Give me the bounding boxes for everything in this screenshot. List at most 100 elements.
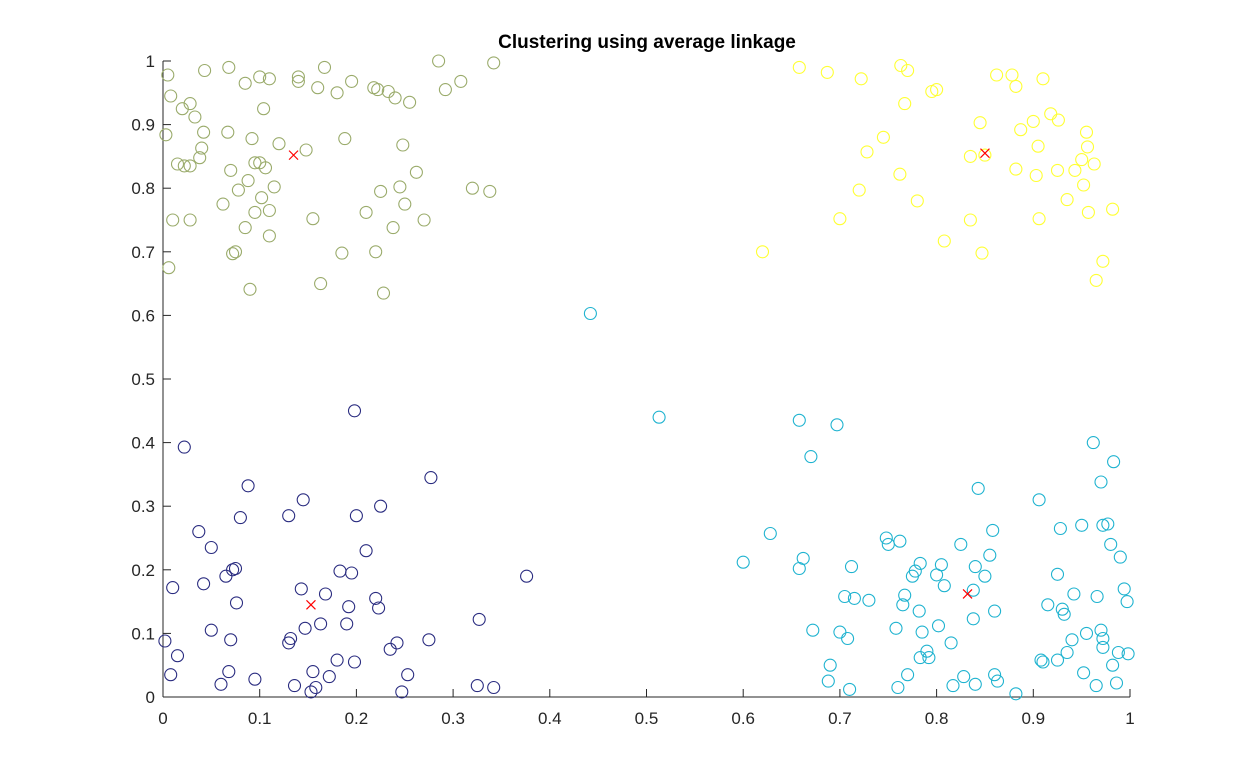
cluster-2-point <box>963 213 977 227</box>
cluster-1-point <box>403 95 417 109</box>
cluster-1-point <box>398 197 412 211</box>
cluster-3-point <box>1050 653 1065 667</box>
cluster-3-point <box>881 537 895 551</box>
cluster-3-point <box>913 556 927 570</box>
cluster-2-point <box>1009 79 1023 93</box>
x-tick-label: 0.4 <box>538 709 562 728</box>
cluster-1-point <box>262 72 276 86</box>
cluster-3-point <box>1075 518 1089 532</box>
cluster-1-point <box>183 159 197 173</box>
cluster-2-point <box>901 63 915 78</box>
cluster-1-point <box>371 83 385 97</box>
cluster-4-point <box>520 569 534 583</box>
cluster-1-point <box>369 245 383 259</box>
cluster-3-point <box>833 625 847 639</box>
cluster-4-point <box>309 680 323 695</box>
cluster-2-point <box>860 145 874 159</box>
cluster-1-point <box>299 143 313 157</box>
cluster-1-point <box>193 151 207 165</box>
cluster-4-point <box>228 561 243 576</box>
cluster-2-point <box>975 246 989 260</box>
x-tick-label: 0.2 <box>345 709 369 728</box>
cluster-2-point <box>820 65 834 79</box>
cluster-4-point <box>164 668 178 682</box>
cluster-2-point <box>755 245 770 259</box>
cluster-4-point <box>395 685 409 699</box>
cluster-2-point <box>1044 107 1058 121</box>
cluster-4-point <box>472 612 486 626</box>
cluster-3-point <box>893 534 907 548</box>
cluster-2-point <box>1081 205 1095 219</box>
cluster-4-point <box>318 587 333 601</box>
cluster-1-point <box>177 159 191 173</box>
centroid-marker <box>962 589 973 599</box>
cluster-4-point <box>374 499 388 513</box>
cluster-4-point <box>214 677 228 691</box>
cluster-4-point <box>233 511 247 525</box>
cluster-1-point <box>386 221 400 235</box>
cluster-3-point <box>957 670 971 684</box>
cluster-3-point <box>1009 687 1023 701</box>
cluster-1-point <box>243 282 257 296</box>
cluster-2-point <box>1096 254 1110 268</box>
cluster-3-point <box>1041 598 1055 612</box>
cluster-1-point <box>487 56 501 70</box>
cluster-3-point <box>1032 493 1046 507</box>
cluster-1-point <box>162 261 176 275</box>
cluster-2-point <box>1089 273 1103 287</box>
centroid-marker <box>980 148 990 159</box>
cluster-3-point <box>954 537 968 551</box>
cluster-4-point <box>322 670 336 684</box>
cluster-3-point <box>844 560 859 574</box>
cluster-3-point <box>1034 653 1048 667</box>
cluster-2-point <box>910 194 924 208</box>
cluster-4-point <box>158 634 172 648</box>
cluster-3-point <box>966 583 980 597</box>
cluster-1-point <box>216 197 230 211</box>
cluster-2-point <box>894 58 908 73</box>
cluster-4-point <box>347 655 362 669</box>
x-axis-ticks: 0 0.1 0.2 0.3 0.4 0.5 0.6 0.7 0.8 0.9 1 <box>158 689 1135 728</box>
y-tick-label: 0.9 <box>131 116 155 135</box>
cluster-2-point <box>1050 163 1065 177</box>
x-tick-label: 0.3 <box>441 709 465 728</box>
cluster-4-point <box>372 601 386 615</box>
x-tick-label: 0 <box>158 709 167 728</box>
cluster-1-point <box>253 70 267 84</box>
cluster-1-point <box>376 286 391 300</box>
cluster-1-point <box>267 180 281 194</box>
cluster-1-point <box>438 83 452 97</box>
cluster-1-point <box>257 102 271 116</box>
cluster-3-point <box>792 413 806 427</box>
cluster-3-point <box>862 593 876 607</box>
cluster-2-point <box>1032 212 1046 226</box>
cluster-4-point <box>330 653 344 667</box>
cluster-2-point <box>1077 178 1091 192</box>
cluster-4-point <box>333 564 347 578</box>
cluster-3-point <box>901 668 915 682</box>
cluster-3-point <box>983 548 997 562</box>
cluster-2-point <box>876 130 890 144</box>
cluster-4-point <box>470 679 484 693</box>
cluster-2-point <box>937 234 951 248</box>
cluster-3-point <box>1096 518 1110 532</box>
cluster-4-point <box>166 581 180 595</box>
centroid-markers <box>288 148 990 610</box>
cluster-3-point <box>1101 517 1115 531</box>
cluster-2-point <box>990 68 1004 82</box>
cluster-2-point <box>1079 125 1094 139</box>
cluster-3-point <box>1086 436 1100 450</box>
cluster-2-point <box>1009 162 1023 176</box>
cluster-1-point <box>262 229 276 243</box>
x-tick-label: 1 <box>1125 709 1134 728</box>
cluster-1-point <box>224 163 238 177</box>
cluster-4-point <box>359 544 373 558</box>
cluster-1-point <box>335 246 349 260</box>
cluster-1-point <box>183 213 197 227</box>
cluster-4-point <box>282 509 296 523</box>
cluster-3-point <box>898 588 912 602</box>
cluster-1-point <box>197 125 211 139</box>
cluster-1-point <box>258 161 273 175</box>
cluster-3-point <box>841 631 855 646</box>
cluster-3-point <box>889 621 903 635</box>
